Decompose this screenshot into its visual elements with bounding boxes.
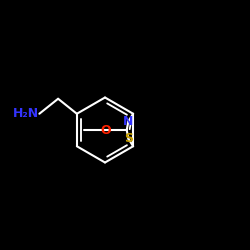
Text: N: N	[123, 115, 134, 128]
Text: O: O	[100, 124, 111, 136]
Text: S: S	[124, 132, 133, 145]
Text: H₂N: H₂N	[12, 107, 39, 120]
